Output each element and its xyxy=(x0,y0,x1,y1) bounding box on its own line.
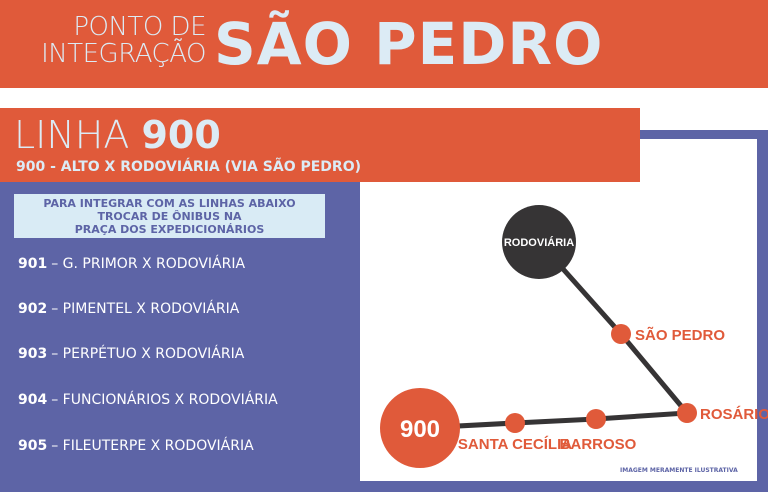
illustrative-note: IMAGEM MERAMENTE ILUSTRATIVA xyxy=(620,467,738,474)
line-band xyxy=(0,108,640,182)
start-label: 900 xyxy=(400,416,440,443)
prefix-line1: PONTO DE xyxy=(73,12,206,42)
route-item: 904– FUNCIONÁRIOS X RODOVIÁRIA xyxy=(18,392,278,408)
line-label: LINHA xyxy=(14,113,130,157)
route-item: 903– PERPÉTUO X RODOVIÁRIA xyxy=(18,346,245,362)
route-line xyxy=(419,240,693,431)
info-line3: PRAÇA DOS EXPEDICIONÁRIOS xyxy=(74,223,265,236)
start-node xyxy=(380,388,460,468)
stop-label: SANTA CECÍLIA xyxy=(458,436,572,453)
stop-node xyxy=(677,403,697,423)
route-item: 901– G. PRIMOR X RODOVIÁRIA xyxy=(18,256,246,272)
terminal-label: RODOVIÁRIA xyxy=(504,236,574,249)
header-title: SÃO PEDRO xyxy=(214,10,604,78)
line-number: 900 xyxy=(141,113,221,157)
header-prefix: PONTO DE INTEGRAÇÃO xyxy=(14,14,206,68)
line-title: LINHA 900 xyxy=(14,112,221,158)
stop-node xyxy=(586,409,606,429)
stop-label: BARROSO xyxy=(560,436,637,453)
stop-label: ROSÁRIO xyxy=(700,406,768,423)
integration-info: PARA INTEGRAR COM AS LINHAS ABAIXO TROCA… xyxy=(14,194,325,238)
terminal-node xyxy=(502,205,576,279)
info-line1: PARA INTEGRAR COM AS LINHAS ABAIXO xyxy=(43,197,296,210)
stop-node xyxy=(611,324,631,344)
stop-label: SÃO PEDRO xyxy=(635,326,725,344)
route-item: 905– FILEUTERPE X RODOVIÁRIA xyxy=(18,438,254,454)
line-subtitle: 900 - ALTO X RODOVIÁRIA (VIA SÃO PEDRO) xyxy=(16,159,361,175)
info-line2: TROCAR DE ÔNIBUS NA xyxy=(97,210,242,223)
route-item: 902– PIMENTEL X RODOVIÁRIA xyxy=(18,301,240,317)
prefix-line2: INTEGRAÇÃO xyxy=(41,39,206,69)
header-band xyxy=(0,0,768,88)
stop-node xyxy=(505,413,525,433)
